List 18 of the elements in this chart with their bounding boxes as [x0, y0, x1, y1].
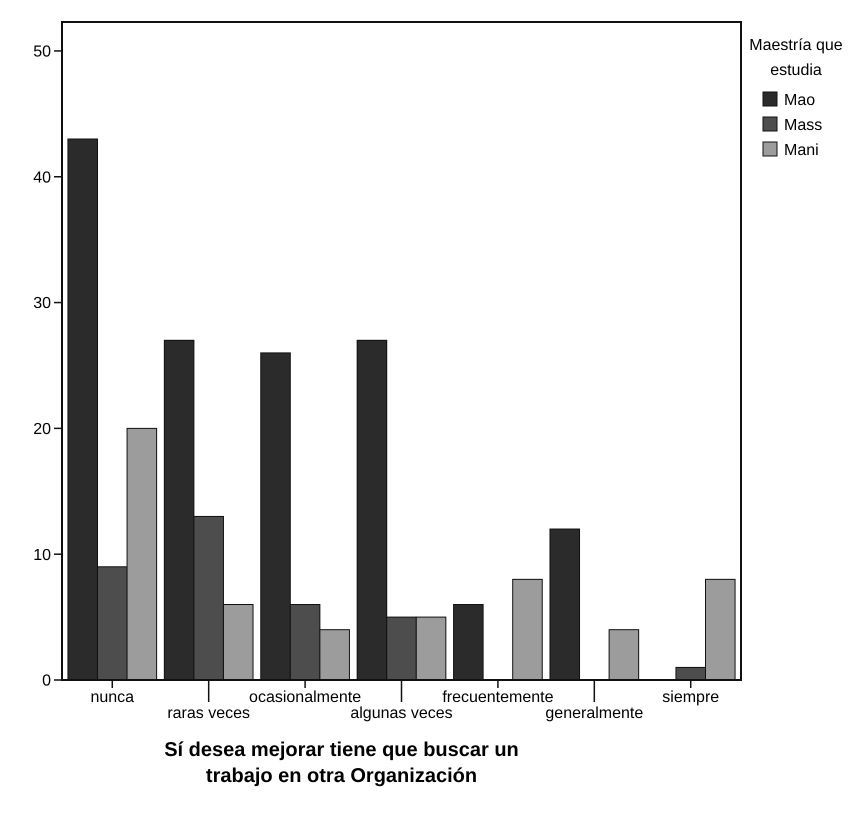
y-tick-label: 0: [42, 672, 52, 690]
x-tick-label: nunca: [90, 689, 134, 706]
legend-label: Mani: [784, 142, 819, 159]
x-tick-label: siempre: [662, 689, 720, 706]
legend-label: Mass: [784, 117, 822, 134]
y-tick-label: 20: [33, 420, 52, 438]
legend-title: Maestría que estudia: [749, 37, 843, 79]
y-tick-label: 30: [33, 295, 52, 312]
x-tick-label: raras veces: [167, 705, 250, 722]
x-tick-label: ocasionalmente: [249, 689, 362, 706]
x-tick-label: generalmente: [545, 705, 644, 722]
y-tick-label: 10: [33, 546, 52, 564]
x-tick-label: algunas veces: [350, 705, 453, 722]
y-tick-label: 50: [33, 44, 52, 61]
x-tick-label: frecuentemente: [442, 689, 554, 706]
y-tick-label: 40: [33, 169, 52, 186]
x-axis-title: Sí desea mejorar tiene que buscar un trabajo en otra Organización: [164, 739, 519, 787]
legend-label: Mao: [784, 92, 816, 109]
